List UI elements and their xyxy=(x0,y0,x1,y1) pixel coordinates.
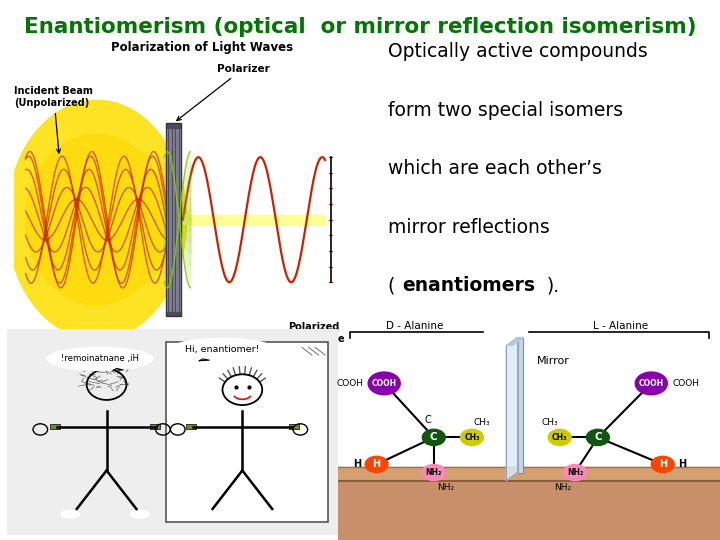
Text: D - Alanine: D - Alanine xyxy=(386,321,444,330)
Text: C: C xyxy=(425,415,431,426)
Text: NH₂: NH₂ xyxy=(554,483,571,492)
Circle shape xyxy=(652,456,674,472)
Text: NH₂: NH₂ xyxy=(438,483,455,492)
Ellipse shape xyxy=(26,134,168,305)
Text: Polarizer: Polarizer xyxy=(177,64,269,120)
Ellipse shape xyxy=(61,510,79,518)
Text: L - Alanine: L - Alanine xyxy=(593,321,648,330)
FancyBboxPatch shape xyxy=(166,123,181,316)
Ellipse shape xyxy=(130,510,149,518)
Text: CH₃: CH₃ xyxy=(474,418,490,427)
Text: NH₂: NH₂ xyxy=(567,468,583,477)
Text: ).: ). xyxy=(546,276,559,295)
Text: H: H xyxy=(659,460,667,469)
Text: CH₃: CH₃ xyxy=(552,433,567,442)
Polygon shape xyxy=(506,338,518,481)
FancyBboxPatch shape xyxy=(50,424,60,429)
Circle shape xyxy=(549,429,571,445)
Text: H: H xyxy=(372,460,381,469)
Polygon shape xyxy=(506,338,523,346)
Polygon shape xyxy=(338,467,720,481)
Text: !remoinatnane ,iH: !remoinatnane ,iH xyxy=(61,354,139,363)
Circle shape xyxy=(461,429,483,445)
FancyBboxPatch shape xyxy=(150,424,160,429)
Ellipse shape xyxy=(197,510,215,518)
Text: (: ( xyxy=(387,276,395,295)
Text: C: C xyxy=(594,433,602,442)
Text: H: H xyxy=(354,460,361,469)
FancyBboxPatch shape xyxy=(289,424,299,429)
Circle shape xyxy=(365,456,388,472)
Ellipse shape xyxy=(7,100,186,339)
Text: COOH: COOH xyxy=(336,379,363,388)
Polygon shape xyxy=(113,368,123,370)
Text: Polarization of Light Waves: Polarization of Light Waves xyxy=(111,40,292,53)
Text: mirror reflections: mirror reflections xyxy=(387,218,549,237)
Circle shape xyxy=(368,372,400,395)
Text: Enantiomerism (optical  or mirror reflection isomerism): Enantiomerism (optical or mirror reflect… xyxy=(24,17,696,37)
Text: H: H xyxy=(678,460,686,469)
Ellipse shape xyxy=(169,339,276,361)
Circle shape xyxy=(423,464,445,481)
Text: Hi, enantiomer!: Hi, enantiomer! xyxy=(185,345,260,354)
Text: which are each other’s: which are each other’s xyxy=(387,159,601,178)
Text: C: C xyxy=(430,433,438,442)
Text: Incident Beam
(Unpolarized): Incident Beam (Unpolarized) xyxy=(14,86,94,153)
Text: Optically active compounds: Optically active compounds xyxy=(387,42,647,62)
Text: CH₃: CH₃ xyxy=(541,418,558,427)
Text: form two special isomers: form two special isomers xyxy=(387,101,623,120)
FancyBboxPatch shape xyxy=(518,338,523,472)
Text: Polarized
Light Wave: Polarized Light Wave xyxy=(283,322,345,343)
Text: NH₂: NH₂ xyxy=(426,468,442,477)
Circle shape xyxy=(635,372,667,395)
Text: CH₃: CH₃ xyxy=(464,433,480,442)
FancyBboxPatch shape xyxy=(166,342,328,522)
Circle shape xyxy=(586,429,609,445)
Ellipse shape xyxy=(47,347,153,370)
Text: COOH: COOH xyxy=(639,379,664,388)
Polygon shape xyxy=(338,481,720,540)
Text: Mirror: Mirror xyxy=(537,356,570,367)
Circle shape xyxy=(564,464,587,481)
Ellipse shape xyxy=(266,510,284,518)
Polygon shape xyxy=(199,359,210,361)
Circle shape xyxy=(423,429,445,445)
Text: enantiomers: enantiomers xyxy=(402,276,536,295)
Text: COOH: COOH xyxy=(672,379,699,388)
FancyBboxPatch shape xyxy=(7,329,338,535)
Text: COOH: COOH xyxy=(372,379,397,388)
FancyBboxPatch shape xyxy=(186,424,196,429)
